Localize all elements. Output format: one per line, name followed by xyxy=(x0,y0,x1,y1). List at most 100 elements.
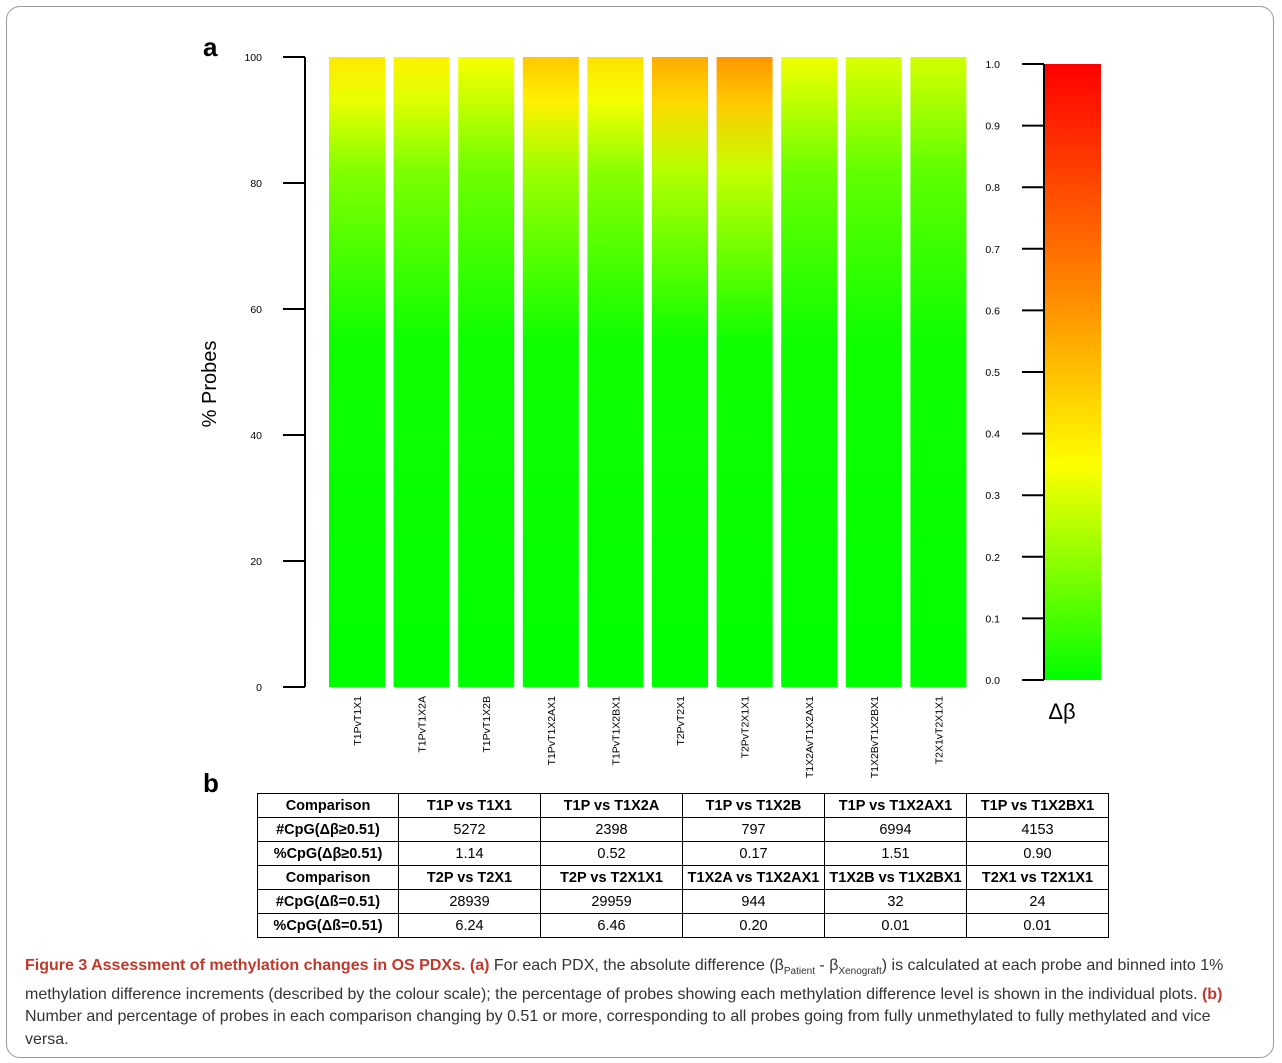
colorbar-tick-label-0.6: 0.6 xyxy=(985,305,1000,317)
table-cell: 2398 xyxy=(540,817,683,842)
table-row-head: %CpG(Δß=0.51) xyxy=(257,913,399,938)
colorbar-tick-label-0.5: 0.5 xyxy=(985,367,1000,379)
bar-T1X2AvT1X2AX1 xyxy=(781,57,838,687)
table-cell: 6994 xyxy=(824,817,967,842)
table-row-head: #CpG(Δß=0.51) xyxy=(257,889,399,914)
comparison-table-container: Comparison T1P vs T1X1 T1P vs T1X2A T1P vs … xyxy=(257,793,1109,938)
bar-T2PvT2X1X1 xyxy=(716,57,773,687)
table-row: %CpG(Δß=0.51) 6.24 6.46 0.20 0.01 0.01 xyxy=(257,913,1109,938)
caption-title: Figure 3 Assessment of methylation chang… xyxy=(25,957,466,974)
caption-sub-xeno: Xenograft xyxy=(838,966,882,978)
table-cell: 5272 xyxy=(398,817,541,842)
colorbar-tick-label-0.1: 0.1 xyxy=(985,613,1000,625)
y-axis-label: % Probes xyxy=(199,341,221,428)
table-cell: 797 xyxy=(682,817,825,842)
caption-part-b-label: (b) xyxy=(1201,985,1223,1003)
table-column-header: T1P vs T1X2B xyxy=(682,793,825,818)
colorbar-tick-label-0.8: 0.8 xyxy=(985,182,1000,194)
caption-part-a-label: (a) xyxy=(469,957,490,974)
colorbar-tick-label-0.0: 0.0 xyxy=(985,675,1000,687)
comparison-table: Comparison T1P vs T1X1 T1P vs T1X2A T1P vs … xyxy=(257,793,1109,938)
panel-label-b: b xyxy=(203,768,219,798)
table-header-row: Comparison T2P vs T2X1 T2P vs T2X1X1 T1X2A … xyxy=(257,865,1109,890)
y-tick-label-20: 20 xyxy=(250,556,262,568)
x-tick-label-T2X1vT2X1X1: T2X1vT2X1X1 xyxy=(933,696,945,764)
panel-label-a: a xyxy=(203,32,218,62)
colorbar-label: Δβ xyxy=(1048,699,1075,724)
y-tick-label-0: 0 xyxy=(256,682,262,694)
table-cell: 0.52 xyxy=(540,841,683,866)
caption-part-a-post: ) is calculated at each probe and binned… xyxy=(25,957,1224,1003)
x-tick-label-T1PvT1X2BX1: T1PvT1X2BX1 xyxy=(610,696,622,766)
table-column-header: T1P vs T1X2AX1 xyxy=(824,793,967,818)
table-row-head: Comparison xyxy=(257,793,399,818)
x-tick-label-T2PvT2X1: T2PvT2X1 xyxy=(675,696,687,746)
table-cell: 6.24 xyxy=(398,913,541,938)
x-tick-label-T1PvT1X1: T1PvT1X1 xyxy=(352,696,364,746)
caption-sub-patient: Patient xyxy=(783,966,815,978)
table-column-header: T1P vs T1X2BX1 xyxy=(966,793,1109,818)
table-row: %CpG(Δβ≥0.51) 1.14 0.52 0.17 1.51 0.90 xyxy=(257,841,1109,866)
table-column-header: T2P vs T2X1X1 xyxy=(540,865,683,890)
y-tick-label-80: 80 xyxy=(250,178,262,190)
table-cell: 0.90 xyxy=(966,841,1109,866)
colorbar-tick-label-0.2: 0.2 xyxy=(985,552,1000,564)
colorbar-gradient xyxy=(1044,64,1101,680)
colorbar-tick-label-0.3: 0.3 xyxy=(985,490,1000,502)
table-cell: 28939 xyxy=(398,889,541,914)
x-tick-label-T1PvT1X2AX1: T1PvT1X2AX1 xyxy=(546,696,558,766)
bars-layer xyxy=(329,57,967,687)
table-row-head: #CpG(Δβ≥0.51) xyxy=(257,817,399,842)
table-column-header: T2X1 vs T2X1X1 xyxy=(966,865,1109,890)
table-column-header: T1P vs T1X2A xyxy=(540,793,683,818)
table-cell: 6.46 xyxy=(540,913,683,938)
table-cell: 0.20 xyxy=(682,913,825,938)
x-tick-label-T1PvT1X2B: T1PvT1X2B xyxy=(481,696,493,753)
bar-T2PvT2X1 xyxy=(652,57,708,687)
x-tick-label-T1X2AvT1X2AX1: T1X2AvT1X2AX1 xyxy=(804,696,816,778)
y-axis: 0 20 40 60 80 100 xyxy=(244,52,306,694)
figure-caption: Figure 3 Assessment of methylation chang… xyxy=(25,955,1257,1051)
table-cell: 4153 xyxy=(966,817,1109,842)
bar-T1PvT1X1 xyxy=(329,57,385,687)
table-cell: 944 xyxy=(682,889,825,914)
y-tick-label-60: 60 xyxy=(250,304,262,316)
table-row-head: Comparison xyxy=(257,865,399,890)
colorbar-tick-label-0.7: 0.7 xyxy=(985,244,1000,256)
table-row: #CpG(Δß=0.51) 28939 29959 944 32 24 xyxy=(257,889,1109,914)
caption-part-b-text: Number and percentage of probes in each … xyxy=(25,1008,1211,1048)
colorbar: 0.0 0.1 0.2 0.3 0.4 0.5 0.6 0.7 0.8 0.9 1.0 xyxy=(985,59,1101,687)
x-tick-label-T2PvT2X1X1: T2PvT2X1X1 xyxy=(740,696,752,759)
bar-T1PvT1X2AX1 xyxy=(522,57,579,687)
table-cell: 24 xyxy=(966,889,1109,914)
y-tick-label-100: 100 xyxy=(244,52,262,64)
table-cell: 1.51 xyxy=(824,841,967,866)
table-column-header: T1X2B vs T1X2BX1 xyxy=(824,865,967,890)
table-column-header: T1X2A vs T1X2AX1 xyxy=(682,865,825,890)
bar-T2X1vT2X1X1 xyxy=(910,57,967,687)
table-row-head: %CpG(Δβ≥0.51) xyxy=(257,841,399,866)
table-cell: 29959 xyxy=(540,889,683,914)
colorbar-tick-label-0.4: 0.4 xyxy=(985,429,1000,441)
table-cell: 0.17 xyxy=(682,841,825,866)
table-cell: 0.01 xyxy=(966,913,1109,938)
x-axis-labels: T1PvT1X1 T1PvT1X2A T1PvT1X2B T1PvT1X2AX1 T1P… xyxy=(352,696,945,778)
table-row: #CpG(Δβ≥0.51) 5272 2398 797 6994 4153 xyxy=(257,817,1109,842)
caption-part-a-pre: For each PDX, the absolute difference (β xyxy=(493,957,784,974)
bar-T1PvT1X2B xyxy=(458,57,515,687)
table-cell: 32 xyxy=(824,889,967,914)
x-tick-label-T1X2BvT1X2BX1: T1X2BvT1X2BX1 xyxy=(869,696,881,778)
colorbar-tick-label-0.9: 0.9 xyxy=(985,121,1000,133)
x-tick-label-T1PvT1X2A: T1PvT1X2A xyxy=(417,696,429,753)
bar-T1PvT1X2A xyxy=(393,57,450,687)
caption-part-a-minus: - β xyxy=(814,957,839,974)
table-cell: 1.14 xyxy=(398,841,541,866)
colorbar-tick-label-1.0: 1.0 xyxy=(985,59,1000,71)
table-column-header: T2P vs T2X1 xyxy=(398,865,541,890)
table-column-header: T1P vs T1X1 xyxy=(398,793,541,818)
bar-T1PvT1X2BX1 xyxy=(587,57,644,687)
table-cell: 0.01 xyxy=(824,913,967,938)
bar-T1X2BvT1X2BX1 xyxy=(845,57,902,687)
y-tick-label-40: 40 xyxy=(250,430,262,442)
